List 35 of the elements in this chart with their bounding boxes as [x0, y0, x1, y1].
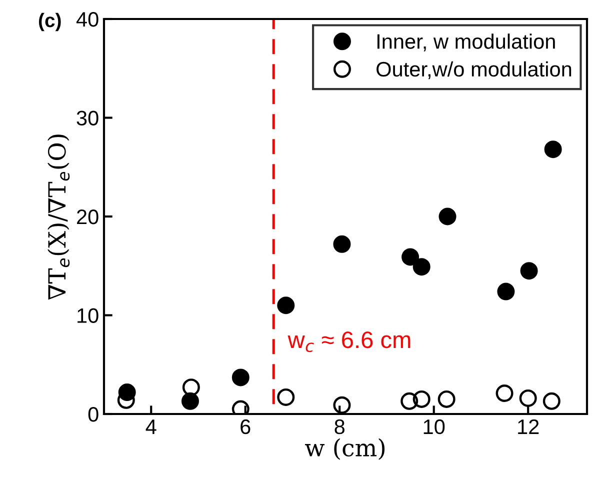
- point: [182, 378, 200, 396]
- x-tick-label: 4: [146, 420, 156, 434]
- ref-line-label: w$_{c}$ ≈ 6.6 cm: [288, 331, 410, 352]
- point: [412, 390, 430, 408]
- legend-label: Inner, w modulation: [377, 34, 555, 52]
- point: [438, 208, 456, 226]
- point: [277, 388, 295, 406]
- point: [333, 235, 351, 253]
- point: [181, 392, 199, 410]
- point: [402, 248, 420, 266]
- point: [520, 262, 538, 280]
- point: [333, 396, 351, 414]
- x-tick-label: 6: [240, 419, 250, 434]
- x-tick-label: 8: [334, 419, 344, 434]
- point: [438, 390, 456, 408]
- point: [277, 296, 295, 314]
- y-tick-label: 0: [88, 407, 98, 422]
- y-tick-label: 10: [78, 308, 98, 324]
- text: (c): [38, 12, 61, 32]
- point: [542, 392, 560, 410]
- point: [412, 258, 430, 276]
- legend-label: Outer,w/o modulation: [376, 61, 572, 80]
- y-tick-label: 30: [76, 110, 98, 126]
- point: [519, 389, 537, 407]
- x-tick-label: 12: [518, 419, 539, 434]
- point: [400, 392, 418, 410]
- y-tick-label: 20: [77, 210, 98, 224]
- point: [232, 368, 250, 386]
- x-axis-title: w (cm): [305, 438, 385, 460]
- x-tick-label: 10: [424, 419, 445, 434]
- y-tick-label: 40: [76, 12, 98, 27]
- y-axis-title: ∇T$_{e}$(X)/∇T$_{e}$(O): [48, 134, 70, 300]
- point: [497, 282, 515, 300]
- point: [496, 384, 514, 402]
- point: [544, 140, 562, 158]
